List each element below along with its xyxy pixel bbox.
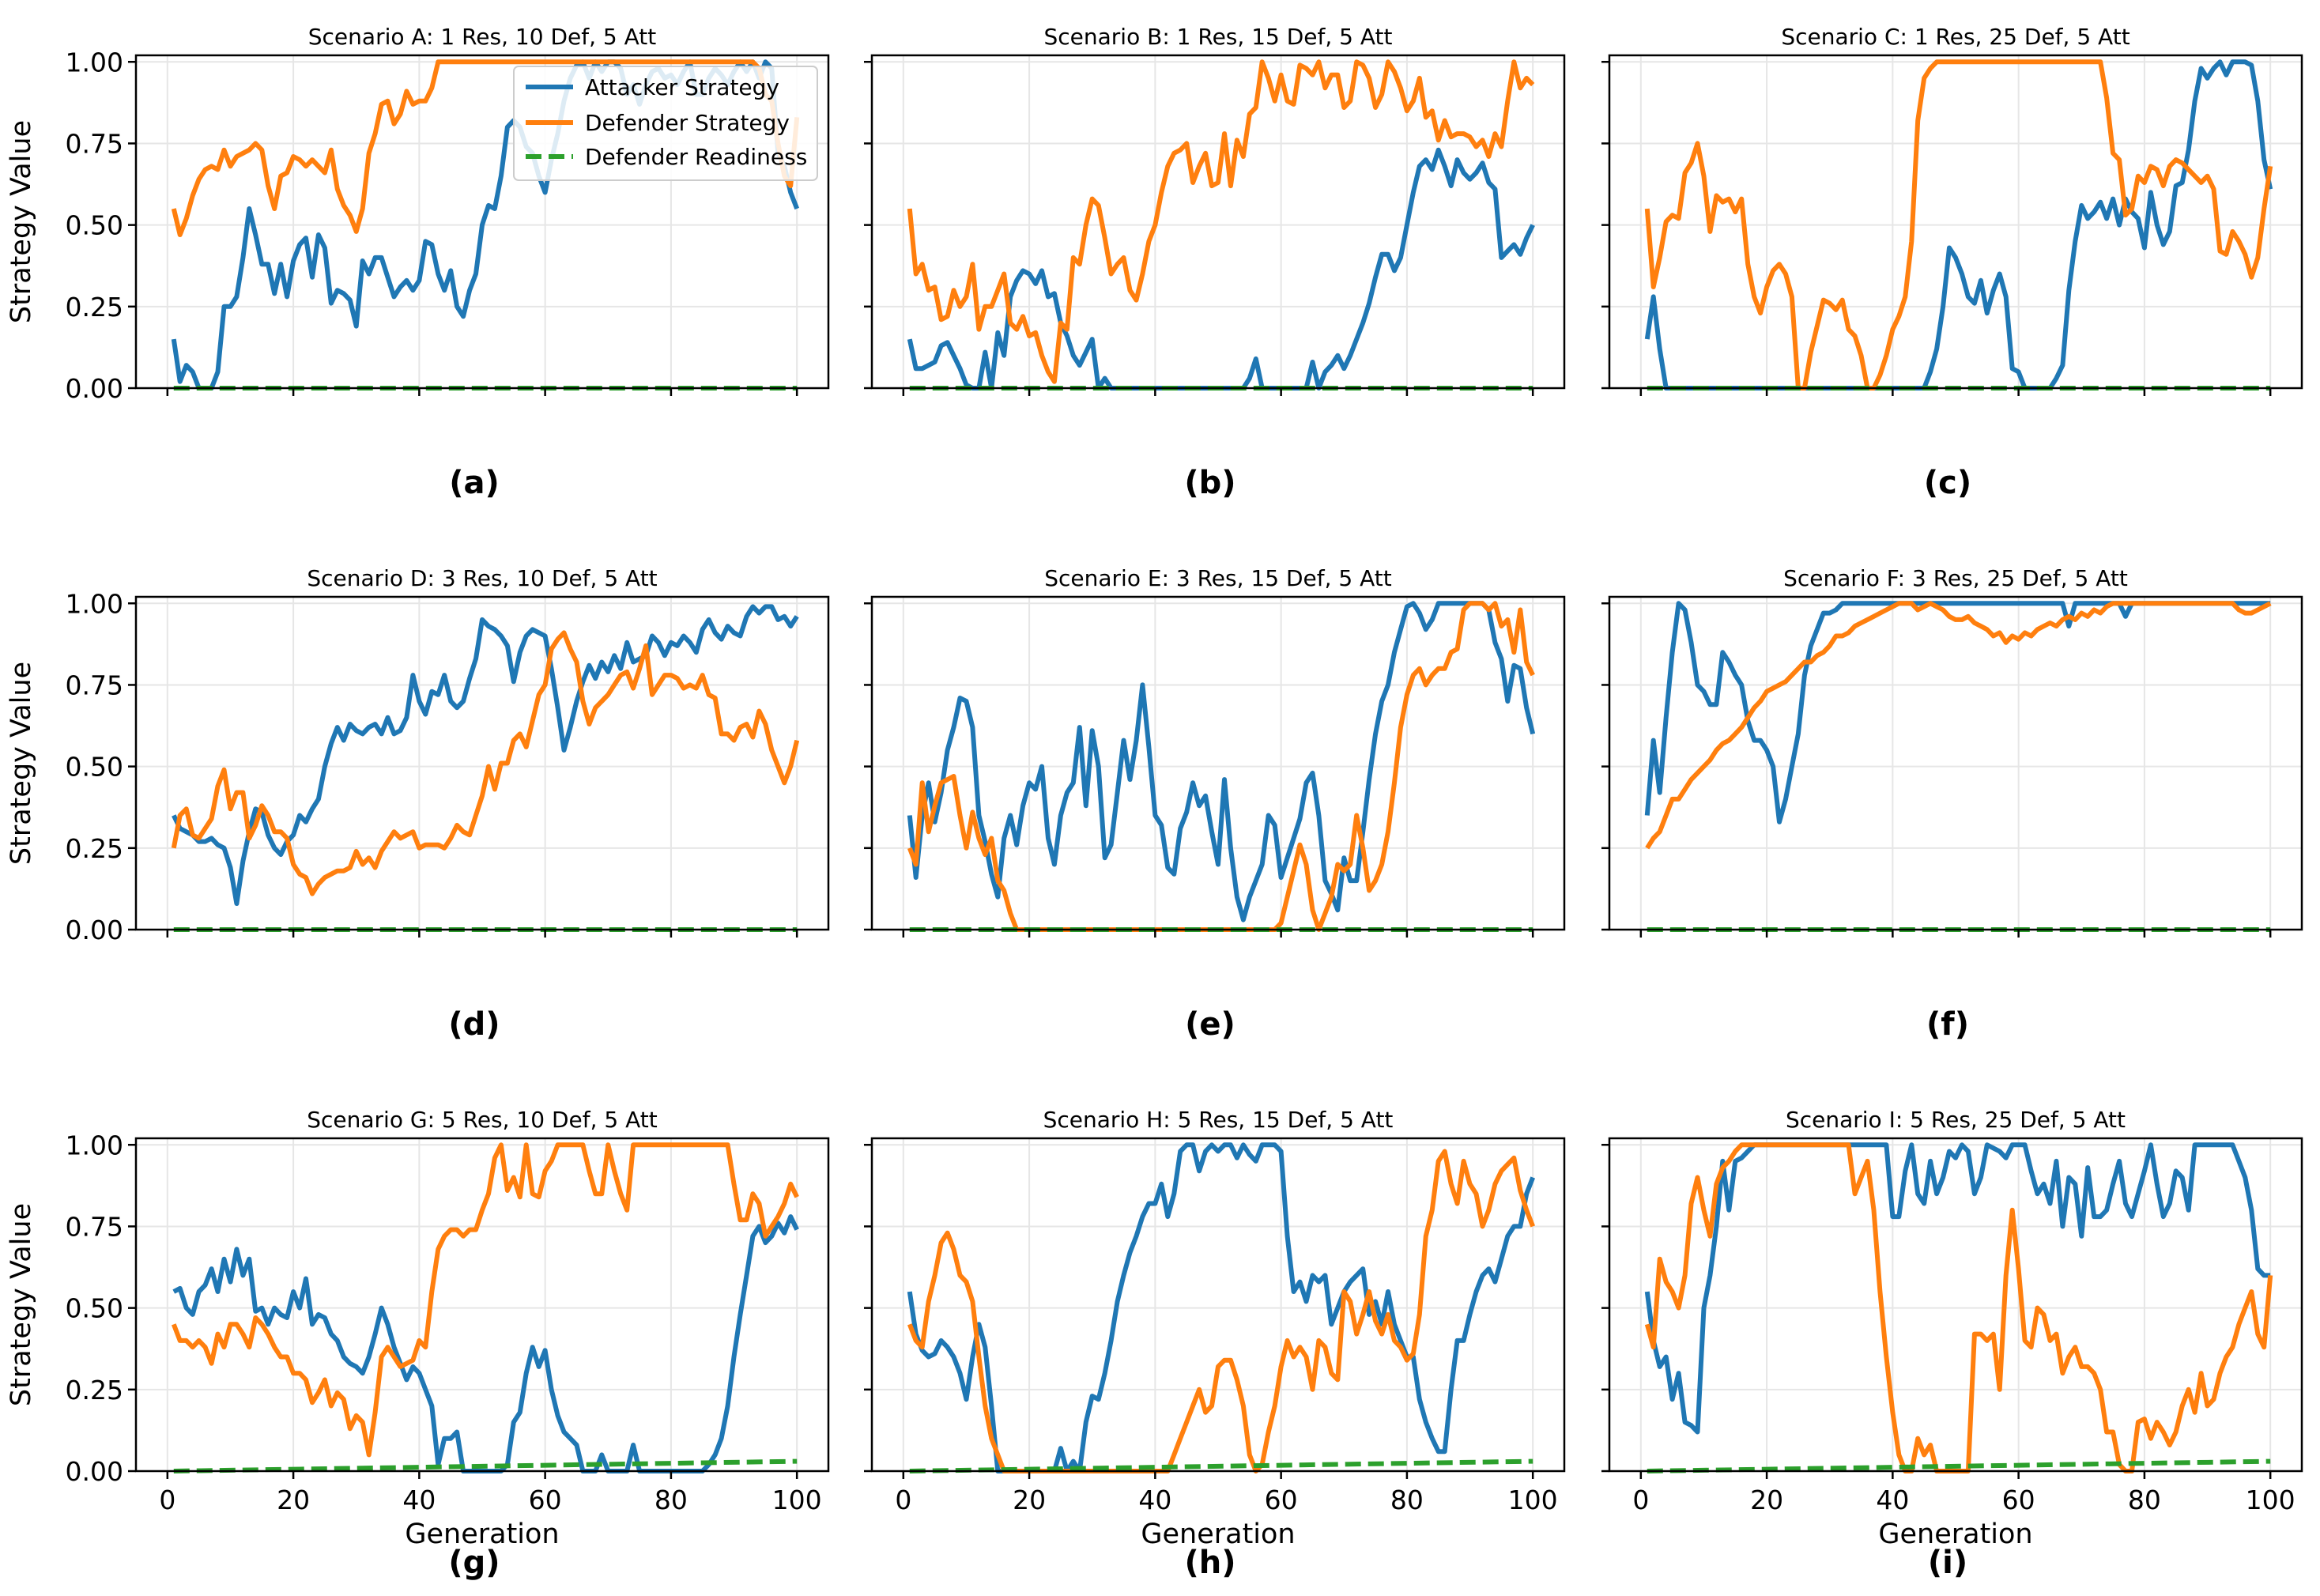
axes-frame <box>134 595 830 931</box>
y-tick-label: 0.50 <box>66 210 123 241</box>
panel-d: 0.00 0.25 0.50 0.75 1.00 Scenario D: 3 Res, 1… <box>6 565 830 1043</box>
series-line-defender <box>171 1142 799 1458</box>
y-tick-label: 0.25 <box>66 292 123 323</box>
panel-title: Scenario A: 1 Res, 10 Def, 5 Att <box>308 24 656 50</box>
panel-title: Scenario F: 3 Res, 25 Def, 5 Att <box>1783 565 2128 591</box>
x-tick-label: 60 <box>1265 1485 1298 1515</box>
panel-title: Scenario E: 3 Res, 15 Def, 5 Att <box>1044 565 1392 591</box>
y-axis-label: Strategy Value <box>6 662 37 865</box>
y-tick-label: 0.75 <box>66 1211 123 1242</box>
x-tick-label: 0 <box>895 1485 911 1515</box>
panel-a: 0.00 0.25 0.50 0.75 1.00 Scenario A: 1 Res, 1… <box>6 24 830 501</box>
subplot-label: (g) <box>448 1545 500 1581</box>
series-line-defender <box>171 59 800 237</box>
panel-title: Scenario B: 1 Res, 15 Def, 5 Att <box>1044 24 1393 50</box>
y-tick-label: 0.00 <box>66 915 123 945</box>
x-tick-label: 100 <box>1508 1485 1558 1515</box>
panel-f: Scenario F: 3 Res, 25 Def, 5 Att (f) <box>1601 565 2303 1043</box>
panel-title: Scenario C: 1 Res, 25 Def, 5 Att <box>1781 24 2129 50</box>
series-line-readiness <box>909 1458 1533 1473</box>
x-tick-label: 100 <box>2246 1485 2295 1515</box>
subplot-label: (h) <box>1184 1545 1235 1581</box>
x-tick-label: 80 <box>2128 1485 2161 1515</box>
axes-frame <box>134 1137 830 1473</box>
panel-title: Scenario G: 5 Res, 10 Def, 5 Att <box>307 1107 658 1133</box>
axes-frame <box>870 1137 1566 1473</box>
panel-title: Scenario H: 5 Res, 15 Def, 5 Att <box>1043 1107 1394 1133</box>
x-tick-label: 20 <box>277 1485 310 1515</box>
x-tick-label: 40 <box>402 1485 436 1515</box>
series-line-attacker <box>172 604 799 906</box>
y-tick-label: 0.00 <box>66 373 123 404</box>
subplot-label: (d) <box>448 1006 500 1043</box>
panel-title: Scenario I: 5 Res, 25 Def, 5 Att <box>1786 1107 2126 1133</box>
panel-title: Scenario D: 3 Res, 10 Def, 5 Att <box>307 565 657 591</box>
legend-defender-label: Defender Strategy <box>585 110 790 136</box>
x-tick-label: 40 <box>1138 1485 1171 1515</box>
x-tick-label: 0 <box>1632 1485 1649 1515</box>
panel-b: Scenario B: 1 Res, 15 Def, 5 Att (b) <box>864 24 1566 501</box>
subplot-label: (c) <box>1924 465 1971 501</box>
panel-i: 0 20 40 60 80 100 Scenario I: 5 Res, 25 Def, 5… <box>1601 1107 2303 1581</box>
series-line-attacker <box>1644 1142 2271 1435</box>
series-line-readiness <box>1647 1458 2271 1473</box>
x-tick-label: 0 <box>159 1485 175 1515</box>
series-line-defender <box>907 59 1535 384</box>
x-tick-label: 40 <box>1876 1485 1909 1515</box>
x-tick-label: 20 <box>1013 1485 1046 1515</box>
series-line-defender <box>1644 59 2273 391</box>
series-line-attacker <box>907 601 1536 923</box>
y-tick-label: 0.25 <box>66 833 123 864</box>
subplot-label: (i) <box>1928 1545 1967 1581</box>
y-tick-label: 0.25 <box>66 1375 123 1405</box>
panel-h: 0 20 40 60 80 100 Scenario H: 5 Res, 15 Def, 5… <box>864 1107 1566 1581</box>
y-tick-label: 0.75 <box>66 128 123 159</box>
axes-frame <box>870 54 1566 390</box>
y-tick-label: 0.50 <box>66 752 123 783</box>
y-tick-label: 1.00 <box>66 588 123 619</box>
axes-frame <box>1608 54 2303 390</box>
axes-frame <box>1608 595 2303 931</box>
panel-c: Scenario C: 1 Res, 25 Def, 5 Att (c) <box>1601 24 2303 501</box>
panels: 0.00 0.25 0.50 0.75 1.00 Scenario A: 1 Res, 1… <box>6 24 2303 1581</box>
x-tick-label: 100 <box>772 1485 822 1515</box>
subplot-label: (a) <box>449 465 500 501</box>
x-tick-label: 60 <box>529 1485 562 1515</box>
x-tick-label: 80 <box>655 1485 688 1515</box>
y-tick-label: 0.00 <box>66 1456 123 1487</box>
axes-frame <box>1608 1137 2303 1473</box>
subplot-label: (e) <box>1185 1006 1235 1043</box>
legend: Attacker Strategy Defender Strategy Defe… <box>513 66 818 181</box>
x-axis-label: Generation <box>405 1519 559 1550</box>
series-line-readiness <box>173 1458 798 1473</box>
axes-frame <box>870 595 1566 931</box>
x-axis-label: Generation <box>1141 1519 1295 1550</box>
series-line-defender <box>1645 601 2272 850</box>
legend-box <box>513 66 818 181</box>
x-tick-label: 60 <box>2002 1485 2035 1515</box>
x-axis-label: Generation <box>1878 1519 2032 1550</box>
y-tick-label: 1.00 <box>66 1130 123 1160</box>
x-tick-label: 80 <box>1390 1485 1424 1515</box>
y-tick-label: 1.00 <box>66 47 123 77</box>
panel-g: 0 20 40 60 80 100 0.00 0.25 0.50 0.75 1.00 Scenario… <box>6 1107 830 1581</box>
y-tick-label: 0.50 <box>66 1293 123 1324</box>
legend-readiness-label: Defender Readiness <box>585 144 807 170</box>
y-axis-label: Strategy Value <box>6 120 37 323</box>
series-line-defender <box>171 630 800 896</box>
legend-attacker-label: Attacker Strategy <box>585 74 779 100</box>
subplot-label: (b) <box>1184 465 1235 501</box>
x-tick-label: 20 <box>1750 1485 1783 1515</box>
panel-e: Scenario E: 3 Res, 15 Def, 5 Att (e) <box>864 565 1566 1043</box>
y-tick-label: 0.75 <box>66 670 123 700</box>
subplot-label: (f) <box>1926 1006 1969 1043</box>
axes-frame <box>134 54 830 390</box>
y-axis-label: Strategy Value <box>6 1203 37 1406</box>
